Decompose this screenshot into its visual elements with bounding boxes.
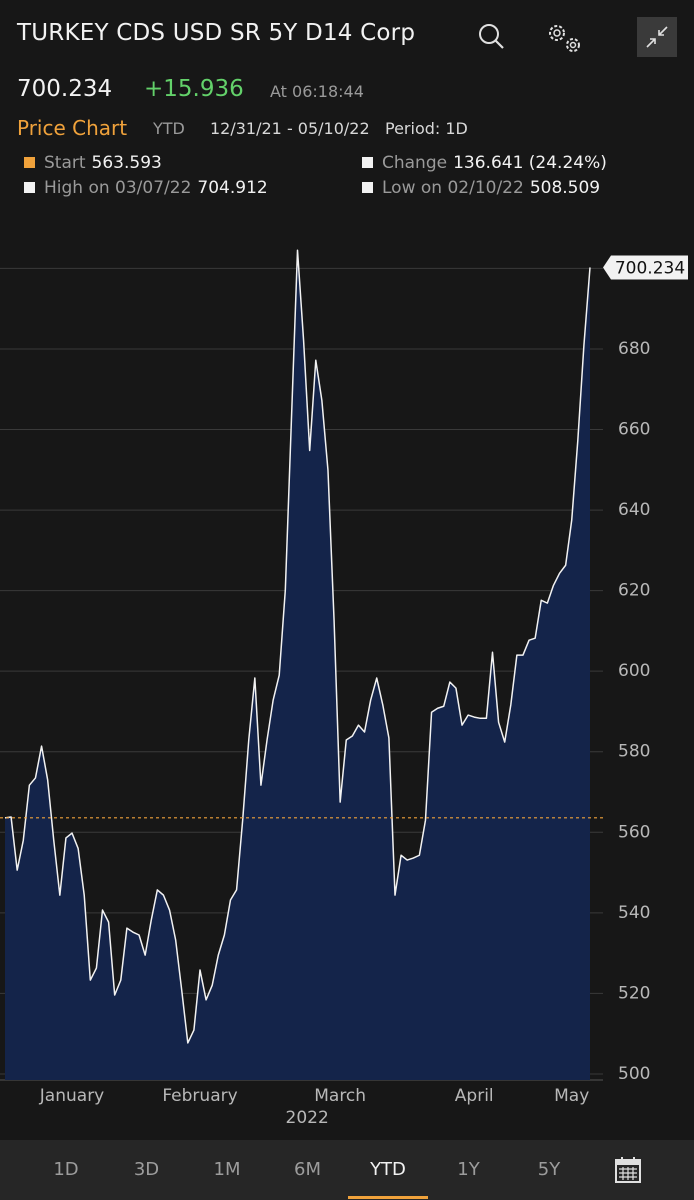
y-tick-label: 680 <box>618 339 650 359</box>
range-tab[interactable]: 1M <box>213 1159 241 1180</box>
stat-label: High on 03/07/22 <box>44 178 192 198</box>
stat-change: Change 136.641 (24.24%) <box>362 153 607 173</box>
update-time: At 06:18:44 <box>270 82 364 101</box>
price-line <box>4 249 591 1044</box>
price-chart: 500520540560580600620640660680700700.234… <box>0 249 688 1128</box>
stat-label: Change <box>382 153 448 173</box>
year-label: 2022 <box>286 1108 329 1128</box>
x-tick-label: February <box>162 1086 237 1106</box>
range-tab[interactable]: 6M <box>294 1159 321 1180</box>
x-tick-label: May <box>554 1086 589 1106</box>
last-price: 700.234 <box>17 76 113 102</box>
area-fill <box>5 250 590 1080</box>
stat-value: 136.641 (24.24%) <box>453 153 607 173</box>
y-tick-label: 520 <box>618 983 650 1003</box>
stat-value: 704.912 <box>197 178 268 198</box>
x-tick-label: March <box>314 1086 366 1106</box>
security-title: TURKEY CDS USD SR 5Y D14 Corp <box>17 20 416 46</box>
stat-label: Start <box>44 153 86 173</box>
x-tick-label: April <box>455 1086 494 1106</box>
stat-high: High on 03/07/22 704.912 <box>24 178 268 198</box>
stat-start: Start 563.593 <box>24 153 162 173</box>
collapse-button[interactable] <box>637 17 677 57</box>
stat-value: 563.593 <box>91 153 162 173</box>
range-tabs: 1D 3D 1M 6M YTD 1Y 5Y <box>0 1140 694 1200</box>
range-tab[interactable]: YTD <box>348 1140 428 1200</box>
x-tick-label: January <box>39 1086 104 1106</box>
calendar-button[interactable] <box>614 1156 642 1184</box>
range-name: YTD <box>153 119 185 138</box>
range-tab[interactable]: 1D <box>53 1159 79 1180</box>
last-value-label: 700.234 <box>615 258 685 278</box>
chart-label: Price Chart <box>17 116 128 140</box>
range-tab[interactable]: 1Y <box>457 1159 480 1180</box>
date-range: 12/31/21 - 05/10/22 <box>210 119 370 138</box>
y-tick-label: 580 <box>618 742 650 762</box>
y-tick-label: 640 <box>618 500 650 520</box>
y-tick-label: 540 <box>618 903 650 923</box>
settings-icon[interactable] <box>544 20 586 56</box>
stat-low: Low on 02/10/22 508.509 <box>362 178 600 198</box>
search-icon[interactable] <box>476 22 506 52</box>
last-value-tag <box>603 255 688 280</box>
range-tab[interactable]: 3D <box>133 1159 160 1180</box>
y-tick-label: 660 <box>618 420 650 440</box>
y-tick-label: 600 <box>618 661 650 681</box>
y-tick-label: 500 <box>618 1064 650 1084</box>
range-tab[interactable]: 5Y <box>537 1159 561 1180</box>
y-tick-label: 560 <box>618 822 650 842</box>
stat-value: 508.509 <box>529 178 601 198</box>
period: Period: 1D <box>385 119 468 138</box>
y-tick-label: 620 <box>618 581 650 601</box>
stat-label: Low on 02/10/22 <box>382 178 524 198</box>
price-change: +15.936 <box>144 76 244 102</box>
